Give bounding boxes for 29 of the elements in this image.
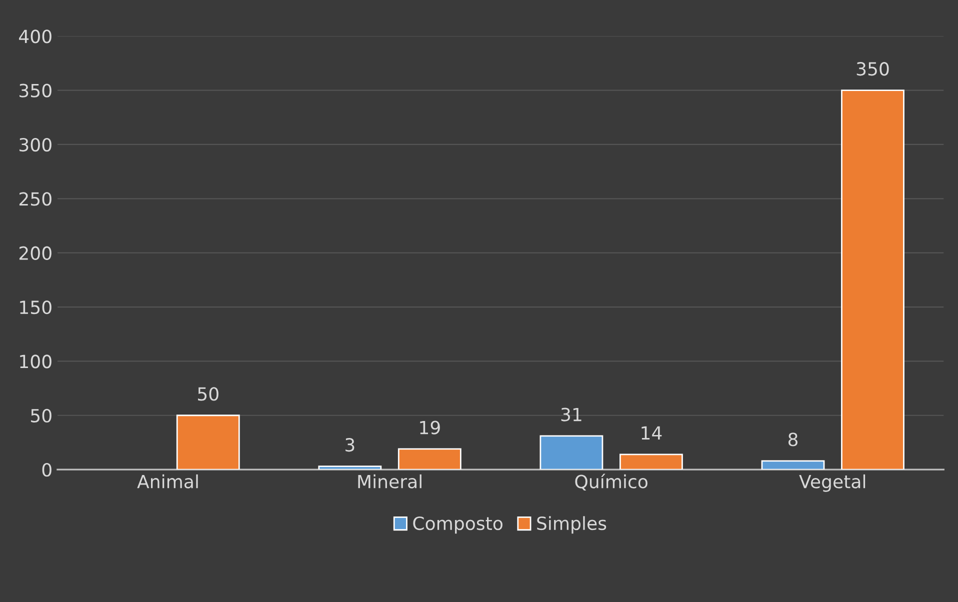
bar [540, 435, 604, 470]
legend-label: Simples [537, 516, 606, 534]
x-tick-label: Vegetal [799, 474, 866, 492]
y-tick-label: 350 [20, 84, 52, 98]
y-tick-label: 0 [42, 463, 52, 477]
data-label: 3 [346, 438, 354, 452]
bar [176, 414, 240, 470]
x-tick-label: Animal [137, 474, 198, 488]
bar [619, 454, 683, 470]
bar [318, 466, 382, 470]
y-tick-label: 100 [20, 354, 52, 368]
data-label: 50 [198, 387, 218, 401]
bar [841, 90, 904, 470]
bar [398, 448, 462, 470]
y-tick-label: 50 [31, 408, 52, 422]
y-tick-label: 200 [19, 246, 52, 260]
y-tick-label: 150 [20, 300, 52, 314]
y-tick-label: 300 [20, 138, 52, 152]
x-tick-label: Químico [575, 474, 648, 490]
bar [761, 460, 825, 470]
x-tick-label: Mineral [358, 474, 422, 488]
y-tick-label: 400 [19, 30, 52, 44]
legend-label: Composto [413, 516, 502, 534]
data-label: 14 [642, 426, 662, 440]
data-label: 8 [788, 432, 798, 446]
y-tick-label: 250 [19, 192, 52, 206]
data-label: 19 [420, 420, 440, 434]
data-label: 31 [561, 408, 582, 422]
data-label: 350 [856, 62, 889, 76]
